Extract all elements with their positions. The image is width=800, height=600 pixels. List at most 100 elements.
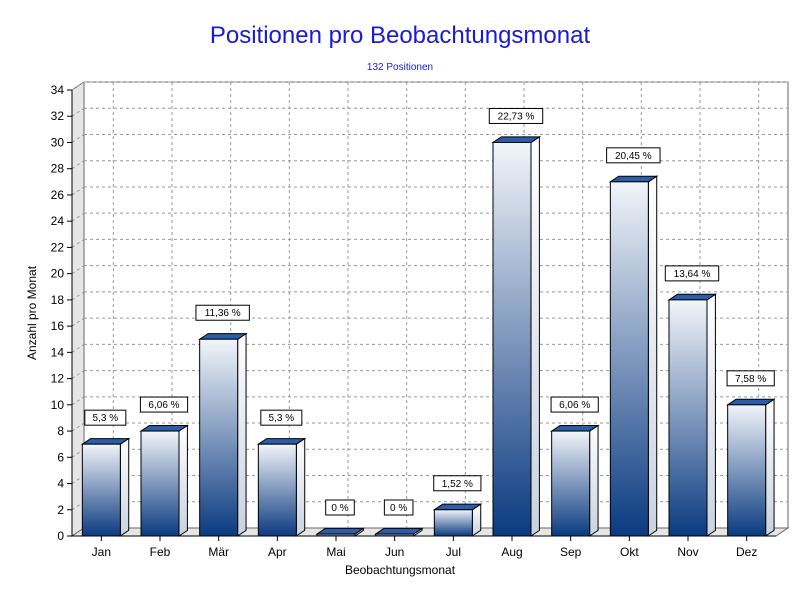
- data-label-box: [606, 147, 661, 164]
- bar-top: [726, 398, 776, 406]
- grid-line-diagonal: [71, 107, 85, 117]
- data-label-text: 22,73 %: [498, 111, 535, 122]
- bars: [80, 135, 776, 537]
- y-tick-label: 2: [57, 503, 64, 517]
- y-tick-label: 26: [51, 188, 65, 202]
- y-axis-label: Anzahl pro Monat: [25, 265, 39, 360]
- bar-front: [609, 181, 649, 537]
- data-label-box: [325, 499, 355, 516]
- grid-line-diagonal: [71, 186, 85, 196]
- bar-top: [80, 438, 131, 445]
- data-label-text: 5,3 %: [269, 413, 295, 424]
- data-label-box: [726, 370, 775, 387]
- grid-line-diagonal: [71, 238, 85, 248]
- y-tick-label: 22: [51, 240, 65, 254]
- y-tick-label: 28: [51, 162, 65, 176]
- data-label-box: [260, 409, 303, 426]
- y-tick-label: 4: [57, 477, 64, 491]
- y-tick-label: 6: [57, 450, 64, 464]
- bar-top: [491, 136, 542, 143]
- grid-line-diagonal: [71, 317, 85, 327]
- y-tick-label: 10: [51, 398, 65, 412]
- grid-line-diagonal: [71, 396, 85, 406]
- bar-jan: [80, 437, 131, 537]
- y-tick-label: 16: [51, 319, 65, 333]
- x-axis-label: Beobachtungsmonat: [345, 563, 456, 577]
- bar-jul: [432, 503, 483, 537]
- data-label: 20,45 %: [606, 147, 661, 164]
- data-label: 7,58 %: [726, 370, 775, 387]
- grid-line-diagonal: [71, 212, 85, 222]
- bar-front: [727, 404, 767, 537]
- grid-line-diagonal: [71, 343, 85, 353]
- data-label-box: [139, 396, 189, 413]
- bar-front: [316, 533, 356, 537]
- bar-side: [765, 398, 775, 537]
- grid-line-diagonal: [71, 134, 85, 143]
- x-tick-label: Dez: [736, 545, 757, 559]
- data-label: 0 %: [325, 499, 355, 516]
- bar-side: [530, 135, 540, 537]
- bar-front: [375, 533, 415, 537]
- y-tick-label: 20: [51, 267, 65, 281]
- bar-side: [706, 293, 716, 537]
- data-label-box: [195, 304, 250, 321]
- data-label-text: 11,36 %: [205, 308, 241, 319]
- bar-side: [589, 424, 599, 537]
- x-tick-label: Feb: [150, 545, 171, 559]
- bar-top: [139, 424, 190, 432]
- bar-feb: [139, 424, 190, 537]
- bar-front: [199, 338, 239, 537]
- bar-nov: [667, 293, 718, 537]
- data-label: 6,06 %: [139, 396, 189, 413]
- x-tick-label: Jan: [92, 545, 111, 559]
- y-tick-label: 12: [51, 372, 65, 386]
- bar-front: [551, 430, 591, 537]
- data-label: 5,3 %: [260, 409, 303, 426]
- data-labels: 5,3 % 6,06 % 11,36 % 5,3 % 0 % 0 % 1,52 % 22,73…: [84, 107, 775, 516]
- data-label-text: 5,3 %: [93, 413, 119, 424]
- y-tick-label: 34: [51, 83, 65, 97]
- data-label: 22,73 %: [488, 107, 544, 124]
- bar-top: [315, 527, 366, 535]
- bar-top: [550, 424, 600, 432]
- data-label-box: [383, 499, 414, 516]
- data-label-text: 7,58 %: [735, 374, 766, 385]
- data-label-box: [488, 107, 544, 124]
- y-tick-label: 32: [51, 109, 65, 123]
- x-tick-label: Mär: [208, 545, 229, 559]
- y-tick-label: 14: [51, 345, 65, 359]
- grid-line-diagonal: [71, 81, 85, 91]
- data-label: 1,52 %: [433, 475, 482, 492]
- y-tick-label: 8: [57, 424, 64, 438]
- bar-sep: [550, 424, 600, 537]
- data-label-box: [664, 265, 720, 282]
- y-tick-label: 0: [57, 529, 64, 543]
- chart-title: Positionen pro Beobachtungsmonat: [209, 22, 591, 49]
- x-tick-label: Okt: [620, 545, 639, 559]
- bar-mär: [198, 332, 248, 537]
- y-tick-label: 24: [51, 214, 65, 228]
- data-label-box: [550, 396, 599, 413]
- bar-side: [119, 437, 130, 537]
- bar-side: [647, 175, 658, 537]
- chart-subtitle: 132 Positionen: [366, 62, 434, 73]
- bar-side: [295, 437, 306, 537]
- x-tick-label: Jul: [446, 545, 461, 559]
- data-label: 13,64 %: [664, 265, 720, 282]
- x-tick-label: Aug: [501, 545, 522, 559]
- bar-side: [178, 424, 188, 537]
- bar-top: [374, 527, 424, 535]
- grid-line-diagonal: [71, 160, 85, 170]
- bar-jun: [374, 527, 424, 537]
- bar-aug: [491, 135, 542, 537]
- bar-top: [432, 503, 483, 511]
- x-tick-label: Mai: [326, 545, 345, 559]
- data-label: 5,3 %: [84, 409, 127, 426]
- grid-line-diagonal: [71, 370, 85, 380]
- bar-top: [198, 333, 248, 340]
- bar-side: [237, 332, 247, 537]
- bar-apr: [256, 437, 307, 537]
